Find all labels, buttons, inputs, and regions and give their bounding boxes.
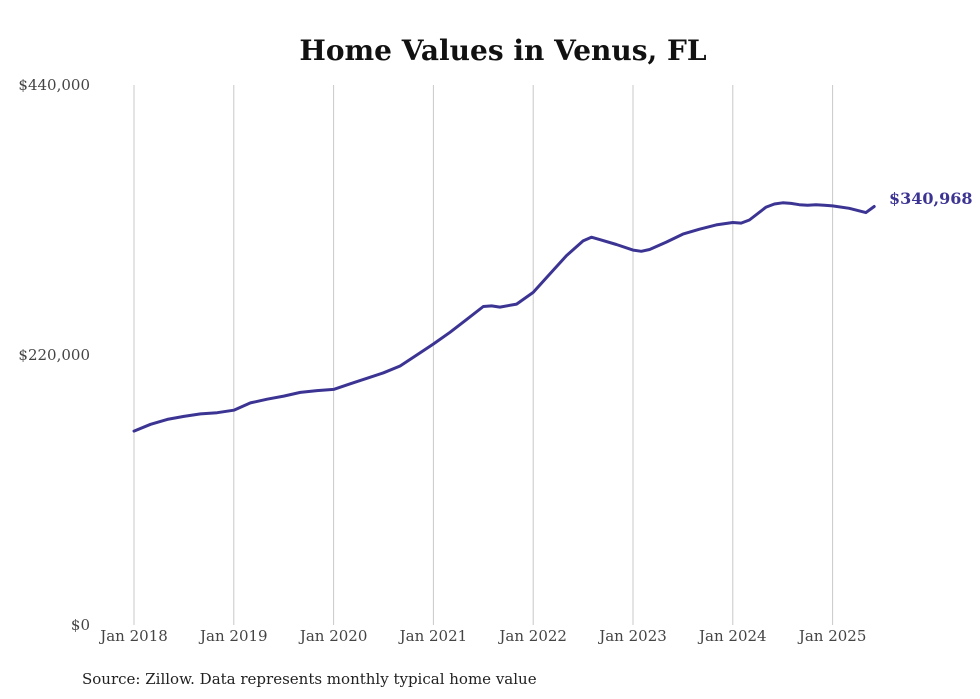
- y-tick-label: $220,000: [18, 346, 90, 364]
- x-tick-label: Jan 2018: [98, 627, 168, 645]
- source-note: Source: Zillow. Data represents monthly …: [82, 670, 537, 688]
- x-tick-label: Jan 2021: [398, 627, 468, 645]
- y-tick-label: $440,000: [18, 76, 90, 94]
- x-tick-label: Jan 2019: [198, 627, 268, 645]
- plot-area: [132, 201, 876, 433]
- y-tick-label: $0: [71, 616, 90, 634]
- latest-value-label: $340,968: [889, 189, 973, 208]
- y-axis: $0 $220,000 $440,000: [18, 76, 90, 634]
- x-tick-label: Jan 2020: [298, 627, 368, 645]
- x-axis: Jan 2018 Jan 2019 Jan 2020 Jan 2021 Jan 2022…: [98, 627, 866, 645]
- chart-title: Home Values in Venus, FL: [299, 34, 707, 67]
- x-tick-label: Jan 2022: [497, 627, 567, 645]
- gridlines: [133, 85, 834, 625]
- x-tick-label: Jan 2023: [597, 627, 667, 645]
- x-tick-label: Jan 2024: [697, 627, 767, 645]
- home-value-line: [132, 201, 876, 433]
- x-tick-label: Jan 2025: [797, 627, 867, 645]
